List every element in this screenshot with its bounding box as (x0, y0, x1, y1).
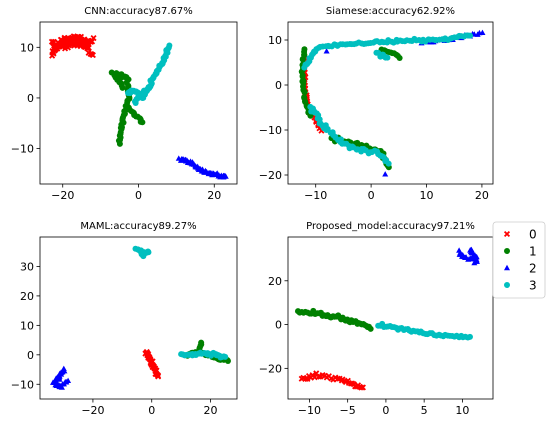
data-point-class-0 (154, 371, 161, 378)
x-tick-label: 20 (204, 404, 218, 417)
data-point-class-2 (470, 253, 477, 259)
chart-title: Siamese:accuracy62.92% (326, 6, 455, 17)
data-point-class-3 (466, 333, 473, 340)
y-tick-label: 10 (20, 41, 34, 54)
y-tick-label: −10 (259, 124, 282, 137)
x-tick-label: −5 (340, 404, 356, 417)
y-tick-label: −10 (11, 143, 34, 156)
chart-panel-2: Siamese:accuracy62.92% −10 0 10 20 −20 −10 0 10 (259, 6, 494, 202)
chart-panel-1: CNN:accuracy87.67% −20 0 20 −10 0 10 (11, 6, 238, 202)
data-point-class-1 (108, 69, 115, 76)
legend-label-0: 0 (529, 228, 537, 242)
data-point-class-1 (116, 140, 123, 147)
x-tick-label: −20 (51, 189, 74, 202)
data-point-class-2 (58, 384, 65, 390)
data-point-class-3 (467, 32, 474, 39)
legend-marker-3 (504, 282, 510, 288)
y-tick-label: 0 (27, 92, 34, 105)
data-point-class-1 (301, 89, 308, 96)
data-point-class-0 (89, 52, 96, 59)
axes-frame (39, 236, 238, 400)
chart-panel-4: Proposed_model:accuracy97.21% −10 −5 0 5 10 −2… (259, 221, 494, 417)
x-tick-label: 5 (421, 404, 428, 417)
x-tick-label: 20 (475, 189, 489, 202)
data-point-class-3 (384, 54, 391, 61)
data-point-class-0 (358, 384, 365, 391)
data-point-class-2 (65, 377, 72, 383)
y-tick-label: 30 (20, 260, 34, 273)
data-point-class-0 (334, 375, 341, 382)
x-tick-label: −20 (81, 404, 104, 417)
y-tick-label: 0 (275, 79, 282, 92)
data-point-class-0 (315, 373, 322, 380)
legend-label-3: 3 (529, 279, 537, 293)
legend-entry-2: 2 (504, 262, 537, 276)
data-point-class-2 (479, 29, 486, 36)
x-tick-label: 0 (368, 189, 375, 202)
scatter-points (48, 33, 229, 180)
legend-label-1: 1 (529, 245, 537, 259)
legend-entry-0: 0 (503, 228, 537, 242)
data-point-class-1 (139, 119, 146, 126)
data-point-class-2 (49, 379, 56, 385)
y-tick-label: 0 (27, 349, 34, 362)
scatter-points (49, 245, 231, 390)
data-point-class-3 (166, 42, 173, 49)
data-point-class-0 (85, 44, 92, 51)
chart-panel-3: MAML:accuracy89.27% −20 0 20 −10 0 10 20 30 (11, 221, 238, 417)
data-point-class-2 (323, 48, 330, 54)
legend-marker-2 (504, 264, 510, 271)
x-tick-label: 0 (382, 404, 389, 417)
legend-marker-1 (504, 248, 510, 254)
x-tick-label: −10 (304, 189, 327, 202)
y-tick-label: −20 (259, 169, 282, 182)
data-point-class-0 (89, 38, 96, 45)
axes-frame (287, 21, 494, 185)
data-point-class-3 (145, 84, 152, 91)
scatter-points (298, 29, 486, 177)
scatter-points (294, 246, 480, 391)
data-point-class-3 (385, 160, 392, 167)
x-tick-label: 0 (135, 189, 142, 202)
y-tick-label: 20 (268, 275, 282, 288)
axes-frame (287, 236, 494, 400)
legend-marker-0 (503, 230, 511, 238)
chart-title: Proposed_model:accuracy97.21% (306, 221, 475, 232)
legend-box (492, 221, 546, 299)
data-point-class-3 (145, 249, 152, 256)
data-point-class-2 (467, 247, 474, 253)
legend-entry-3: 3 (504, 279, 537, 293)
chart-title: MAML:accuracy89.27% (80, 221, 196, 232)
data-point-class-2 (471, 259, 478, 266)
data-point-class-2 (222, 173, 229, 179)
x-tick-label: 10 (455, 404, 469, 417)
legend: 0 1 2 3 (492, 221, 546, 299)
legend-label-2: 2 (529, 262, 537, 276)
data-point-class-3 (222, 353, 229, 360)
legend-entry-1: 1 (504, 245, 537, 259)
x-tick-label: −10 (298, 404, 321, 417)
y-tick-label: 10 (268, 34, 282, 47)
data-point-class-1 (367, 325, 374, 332)
data-point-class-2 (382, 171, 389, 177)
data-point-class-2 (214, 171, 221, 177)
y-tick-label: 0 (275, 319, 282, 332)
chart-title: CNN:accuracy87.67% (84, 6, 193, 17)
y-tick-label: 20 (20, 290, 34, 303)
data-point-class-0 (90, 35, 97, 42)
y-tick-label: −20 (259, 362, 282, 375)
y-tick-label: −10 (11, 378, 34, 391)
data-point-class-1 (396, 54, 403, 61)
y-tick-label: 10 (20, 319, 34, 332)
x-tick-label: 10 (420, 189, 434, 202)
x-tick-label: 0 (148, 404, 155, 417)
data-point-class-0 (359, 384, 366, 391)
data-point-class-1 (299, 56, 306, 63)
x-tick-label: 20 (207, 189, 221, 202)
data-point-class-1 (198, 339, 205, 346)
